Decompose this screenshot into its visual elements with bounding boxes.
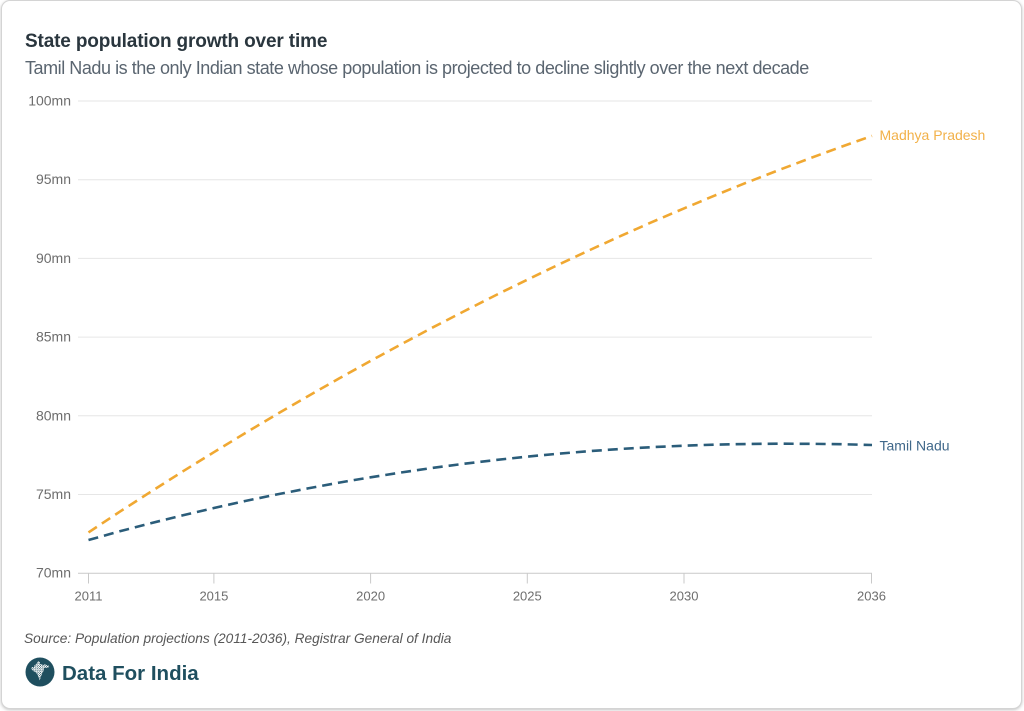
- svg-text:Tamil Nadu: Tamil Nadu: [880, 438, 950, 454]
- svg-text:2036: 2036: [857, 589, 886, 604]
- svg-text:Madhya Pradesh: Madhya Pradesh: [880, 127, 986, 143]
- svg-text:85mn: 85mn: [36, 329, 71, 345]
- svg-text:2015: 2015: [199, 589, 228, 604]
- svg-text:90mn: 90mn: [36, 250, 71, 266]
- svg-text:2030: 2030: [670, 589, 699, 604]
- svg-text:70mn: 70mn: [36, 565, 71, 581]
- svg-text:2025: 2025: [513, 589, 542, 604]
- svg-text:80mn: 80mn: [36, 407, 71, 423]
- svg-text:2020: 2020: [356, 589, 385, 604]
- svg-text:75mn: 75mn: [36, 486, 71, 502]
- svg-text:100mn: 100mn: [28, 93, 71, 109]
- svg-text:95mn: 95mn: [36, 171, 71, 187]
- svg-text:2011: 2011: [75, 589, 103, 604]
